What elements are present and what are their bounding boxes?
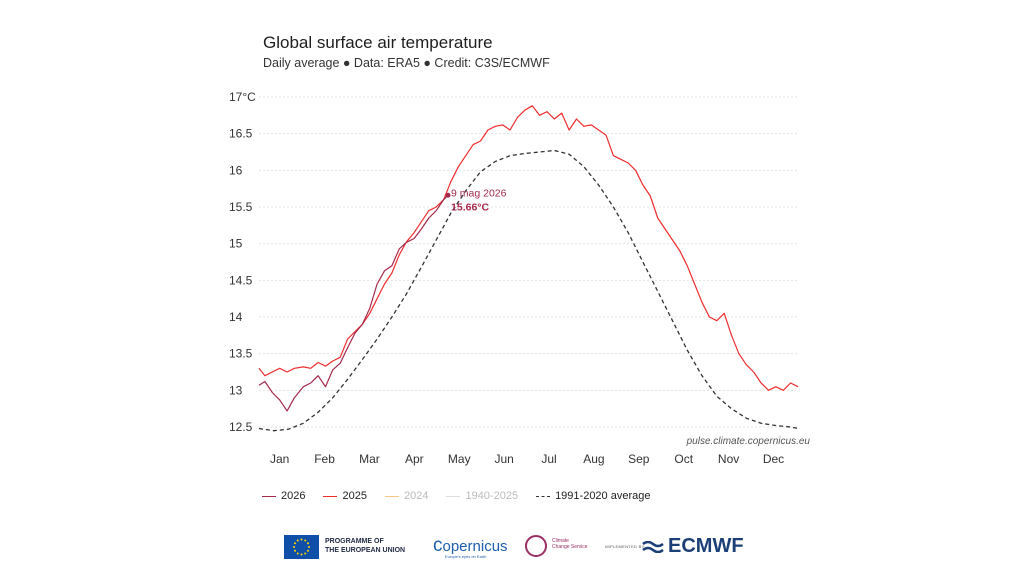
eu-star bbox=[300, 538, 303, 541]
x-tick-label: Mar bbox=[359, 452, 380, 466]
y-tick-label: 15 bbox=[229, 237, 243, 251]
x-tick-label: Aug bbox=[583, 452, 604, 466]
annotation-point bbox=[445, 192, 451, 198]
ecmwf-wordmark: ECMWF bbox=[668, 535, 744, 557]
x-tick-label: Nov bbox=[718, 452, 739, 466]
eu-programme-text: PROGRAMME OF THE EUROPEAN UNION bbox=[325, 537, 405, 555]
legend-swatch-2024 bbox=[384, 495, 399, 497]
x-axis-ticks: Jan Feb Mar Apr May Jun Jul Aug Sep Oct Nov Dec bbox=[270, 452, 784, 466]
legend-swatch-1940-2025 bbox=[446, 495, 461, 497]
legend: 2026 2025 2024 1940-2025 1991-2020 avera… bbox=[262, 490, 668, 502]
legend-item-2025[interactable]: 2025 bbox=[323, 490, 367, 502]
eu-star bbox=[296, 552, 299, 555]
series-lines bbox=[258, 105, 799, 432]
grid-lines bbox=[259, 96, 798, 428]
chart-subtitle: Daily average ● Data: ERA5 ● Credit: C3S… bbox=[263, 56, 550, 70]
legend-label-2024: 2024 bbox=[403, 490, 429, 502]
watermark: pulse.climate.copernicus.eu bbox=[686, 436, 811, 447]
legend-swatch-average bbox=[536, 495, 551, 497]
x-tick-label: Sep bbox=[628, 452, 650, 466]
y-tick-label: 14 bbox=[229, 310, 243, 324]
eu-line-1: PROGRAMME OF bbox=[325, 538, 384, 545]
c3s-line-2: Change Service bbox=[552, 544, 588, 550]
x-tick-label: Oct bbox=[674, 452, 693, 466]
annotation: 9 mag 2026 15.66°C bbox=[445, 187, 507, 213]
x-tick-label: Dec bbox=[763, 452, 784, 466]
y-tick-label: 13 bbox=[229, 383, 243, 397]
copernicus-c-icon: c bbox=[433, 535, 443, 556]
legend-label-2025: 2025 bbox=[342, 490, 367, 502]
legend-label-2026: 2026 bbox=[281, 490, 306, 502]
copernicus-logo: copernicus bbox=[433, 535, 508, 557]
legend-item-2024[interactable]: 2024 bbox=[384, 490, 429, 502]
y-tick-label: 14.5 bbox=[229, 273, 253, 287]
copernicus-tagline: Europe's eyes on Earth bbox=[445, 554, 487, 559]
eu-star bbox=[294, 549, 297, 552]
x-tick-label: Apr bbox=[405, 452, 424, 466]
ecmwf-logo: ECMWF bbox=[642, 535, 744, 558]
y-tick-label: 16.5 bbox=[229, 127, 253, 141]
annotation-value: 15.66°C bbox=[451, 201, 489, 213]
series-line-2026 bbox=[258, 194, 449, 412]
ecmwf-wave-icon bbox=[642, 540, 664, 553]
x-tick-label: May bbox=[448, 452, 471, 466]
x-tick-label: Feb bbox=[314, 452, 335, 466]
y-tick-label: 16 bbox=[229, 163, 243, 177]
eu-star bbox=[304, 539, 307, 542]
eu-star bbox=[308, 546, 310, 548]
legend-swatch-2026 bbox=[262, 495, 276, 497]
eu-star bbox=[300, 553, 303, 556]
eu-star bbox=[306, 542, 309, 545]
y-tick-label: 12.5 bbox=[229, 420, 253, 434]
series-line-1991-2020-average bbox=[258, 149, 799, 432]
y-tick-label: 15.5 bbox=[229, 200, 253, 214]
legend-swatch-2025 bbox=[323, 495, 338, 497]
eu-star bbox=[306, 549, 309, 552]
y-tick-label: 13.5 bbox=[229, 347, 253, 361]
chart-title: Global surface air temperature bbox=[263, 33, 493, 52]
eu-star bbox=[294, 542, 297, 545]
c3s-line-1: Climate bbox=[552, 538, 569, 544]
legend-item-average[interactable]: 1991-2020 average bbox=[536, 490, 650, 502]
implemented-by-text: IMPLEMENTED BY bbox=[605, 544, 645, 549]
x-tick-label: Jan bbox=[270, 452, 289, 466]
eu-flag-icon bbox=[284, 535, 319, 559]
x-tick-label: Jun bbox=[494, 452, 513, 466]
series-line-2025 bbox=[258, 105, 799, 391]
legend-item-2026[interactable]: 2026 bbox=[262, 490, 305, 502]
eu-line-2: THE EUROPEAN UNION bbox=[325, 547, 406, 554]
legend-label-1940-2025: 1940-2025 bbox=[465, 490, 519, 502]
annotation-date: 9 mag 2026 bbox=[451, 187, 507, 199]
c3s-logo-text: Climate Change Service bbox=[552, 538, 588, 550]
c3s-logo-icon bbox=[525, 535, 547, 557]
eu-star bbox=[293, 546, 295, 548]
copernicus-wordmark: opernicus bbox=[442, 538, 508, 555]
footer-logos: PROGRAMME OF THE EUROPEAN UNION copernic… bbox=[280, 532, 750, 564]
eu-star bbox=[296, 539, 299, 542]
y-axis-ticks: 12.5 13 13.5 14 14.5 15 15.5 16 16.5 17°C bbox=[229, 90, 256, 434]
legend-item-1940-2025[interactable]: 1940-2025 bbox=[446, 490, 518, 502]
eu-star bbox=[304, 552, 307, 555]
y-tick-label: 17°C bbox=[229, 90, 256, 104]
legend-label-average: 1991-2020 average bbox=[555, 490, 651, 502]
x-tick-label: Jul bbox=[541, 452, 556, 466]
